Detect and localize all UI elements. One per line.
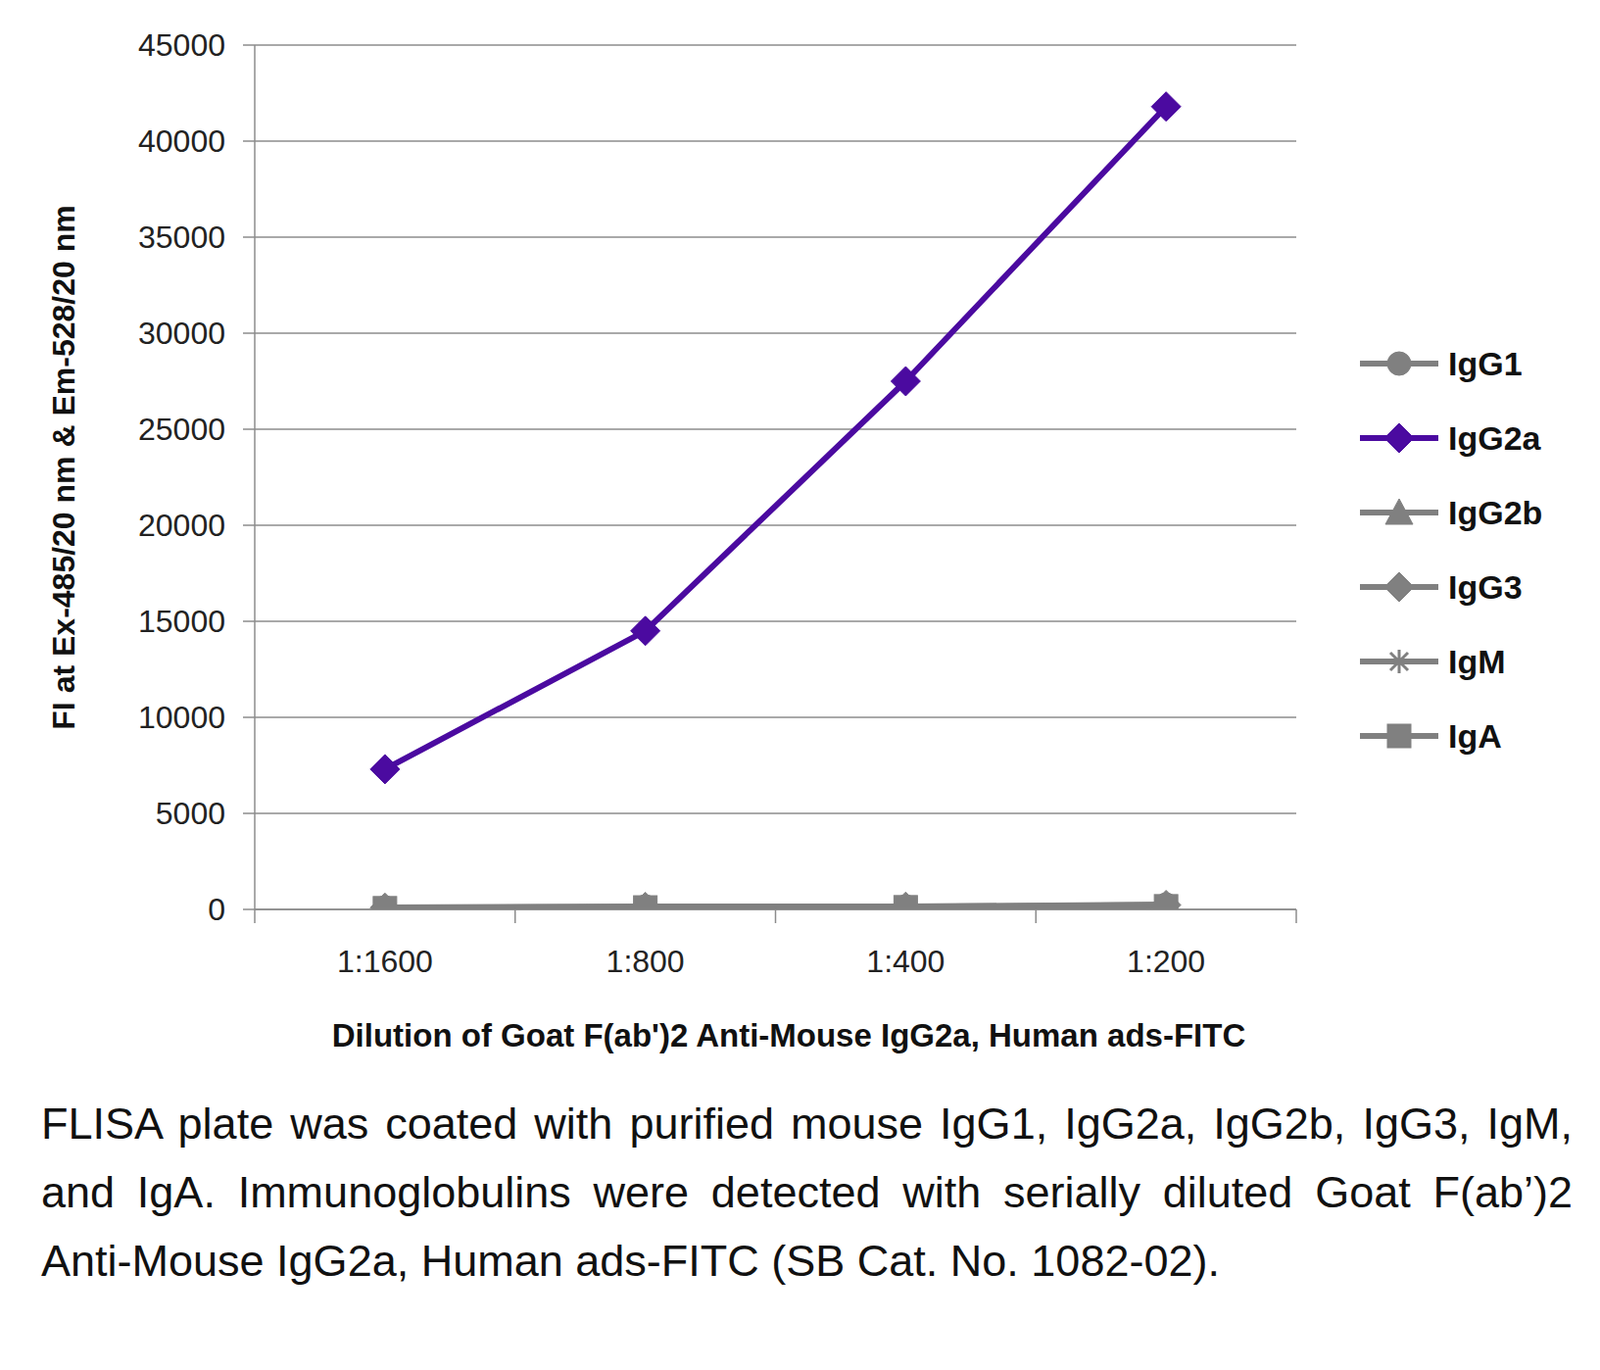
series-line bbox=[385, 906, 1166, 909]
data-point bbox=[630, 891, 661, 910]
plot-area bbox=[370, 92, 1181, 910]
y-tick bbox=[242, 332, 255, 335]
data-point bbox=[370, 754, 400, 784]
data-point bbox=[373, 895, 397, 910]
x-tick-label: 1:200 bbox=[1126, 943, 1206, 979]
series-line bbox=[385, 905, 1166, 908]
data-point bbox=[370, 892, 400, 910]
x-tick bbox=[775, 909, 777, 923]
x-tick-label: 1:400 bbox=[866, 943, 945, 979]
series-line bbox=[385, 904, 1166, 908]
data-point bbox=[373, 896, 397, 910]
legend-label: IgG3 bbox=[1448, 568, 1523, 606]
x-tick bbox=[1295, 909, 1298, 923]
y-tick bbox=[242, 236, 255, 239]
grid-line bbox=[254, 44, 1297, 47]
y-tick-label: 25000 bbox=[138, 411, 226, 447]
grid-line bbox=[254, 332, 1297, 335]
data-point bbox=[1154, 894, 1178, 910]
x-tick bbox=[253, 909, 256, 923]
grid-line bbox=[254, 524, 1297, 527]
y-tick-label: 30000 bbox=[138, 315, 226, 351]
legend-item: IgG2a bbox=[1359, 419, 1543, 457]
legend-marker bbox=[1387, 724, 1411, 748]
legend-label: IgM bbox=[1448, 642, 1506, 680]
series-line bbox=[385, 905, 1166, 908]
grid-line bbox=[254, 620, 1297, 623]
legend-item: IgM bbox=[1359, 642, 1506, 680]
y-tick bbox=[242, 524, 255, 527]
y-tick-label: 15000 bbox=[138, 603, 226, 639]
data-point bbox=[1152, 891, 1180, 910]
legend-item: IgG2b bbox=[1359, 493, 1543, 532]
data-point bbox=[371, 893, 399, 910]
y-tick-label: 5000 bbox=[155, 795, 226, 831]
x-axis-label: Dilution of Goat F(ab')2 Anti-Mouse IgG2… bbox=[332, 1017, 1246, 1054]
caption: FLISA plate was coated with purified mou… bbox=[41, 1089, 1573, 1296]
y-axis bbox=[253, 45, 256, 910]
grid-line bbox=[254, 236, 1297, 239]
data-point bbox=[633, 895, 658, 910]
data-point bbox=[633, 895, 658, 910]
y-tick-label: 40000 bbox=[138, 123, 226, 159]
y-tick bbox=[242, 620, 255, 623]
y-tick-label: 10000 bbox=[138, 699, 226, 735]
data-point bbox=[633, 894, 658, 910]
data-point bbox=[890, 366, 921, 396]
grid-line bbox=[254, 140, 1297, 143]
legend-marker bbox=[1385, 498, 1413, 525]
y-axis-label: FI at Ex-485/20 nm & Em-528/20 nm bbox=[46, 204, 82, 729]
data-point bbox=[1151, 889, 1181, 910]
data-point bbox=[631, 893, 660, 910]
data-point bbox=[1154, 893, 1178, 910]
x-tick-label: 1:800 bbox=[606, 943, 685, 979]
chart: 0 5000 10000 15000 20000 25000 30000 35000 40000… bbox=[0, 0, 1600, 1078]
x-tick bbox=[514, 909, 517, 923]
x-tick bbox=[1035, 909, 1038, 923]
series-line bbox=[385, 106, 1166, 770]
y-tick bbox=[242, 716, 255, 719]
y-tick-label: 45000 bbox=[138, 27, 226, 63]
y-tick bbox=[242, 812, 255, 815]
legend-marker bbox=[1384, 572, 1414, 602]
data-point bbox=[890, 891, 921, 910]
grid-line bbox=[254, 428, 1297, 431]
legend-item: IgG3 bbox=[1359, 568, 1523, 606]
x-tick-label: 1:1600 bbox=[337, 943, 434, 979]
legend-item: IgG1 bbox=[1359, 344, 1523, 383]
grid-line bbox=[254, 716, 1297, 719]
data-point bbox=[893, 895, 918, 910]
legend-marker bbox=[1384, 423, 1414, 453]
grid-line bbox=[254, 812, 1297, 815]
y-tick bbox=[242, 428, 255, 431]
y-tick bbox=[242, 140, 255, 143]
legend-label: IgA bbox=[1448, 717, 1503, 755]
y-tick-label: 0 bbox=[207, 891, 226, 927]
data-point bbox=[893, 894, 918, 910]
legend-marker bbox=[1387, 649, 1411, 674]
legend-label: IgG2a bbox=[1448, 419, 1543, 457]
series-line bbox=[385, 904, 1166, 908]
legend-item: IgA bbox=[1359, 717, 1503, 755]
y-tick-label: 20000 bbox=[138, 507, 226, 543]
legend-marker bbox=[1387, 351, 1411, 376]
y-tick bbox=[242, 908, 255, 911]
data-point bbox=[893, 895, 918, 910]
data-point bbox=[373, 896, 397, 910]
legend-label: IgG2b bbox=[1448, 493, 1543, 532]
y-tick bbox=[242, 44, 255, 47]
legend-label: IgG1 bbox=[1448, 344, 1523, 383]
data-point bbox=[1151, 92, 1181, 122]
y-tick-label: 35000 bbox=[138, 219, 226, 255]
data-point bbox=[630, 616, 661, 646]
data-point bbox=[891, 892, 920, 910]
